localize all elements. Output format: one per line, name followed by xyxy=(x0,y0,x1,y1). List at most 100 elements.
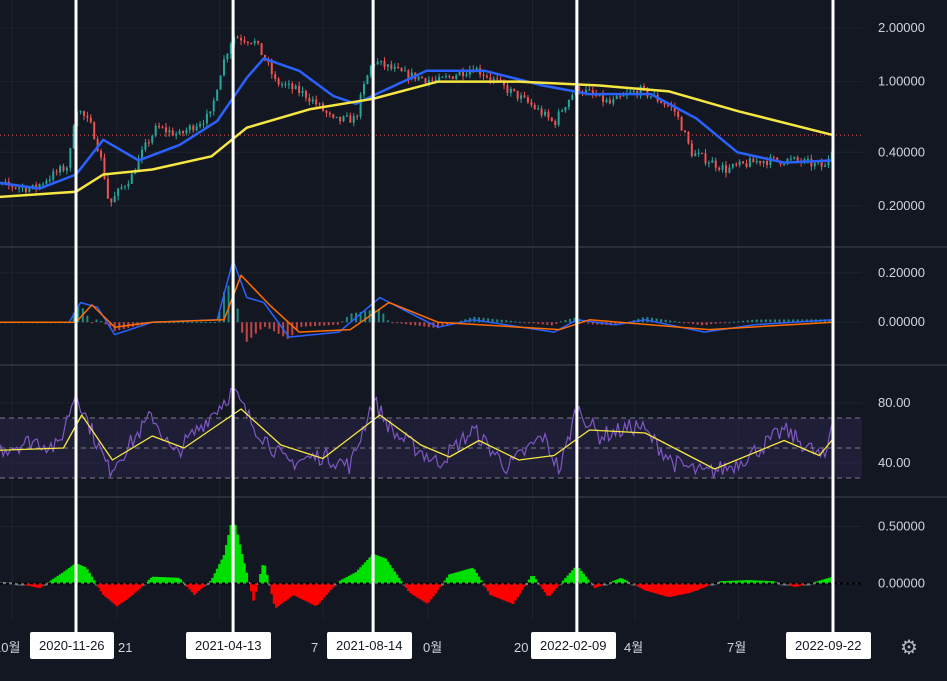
oscillator-bar xyxy=(197,583,201,591)
oscillator-bar xyxy=(331,583,335,588)
oscillator-bar xyxy=(407,583,410,591)
candle-body xyxy=(506,85,509,93)
oscillator-bar xyxy=(807,583,811,586)
candle-body xyxy=(216,89,219,101)
candle-body xyxy=(86,115,89,118)
candle-body xyxy=(192,125,195,131)
oscillator-bar xyxy=(523,583,526,587)
oscillator-bar xyxy=(72,564,76,584)
candle-body xyxy=(117,188,120,196)
candle-body xyxy=(663,103,666,105)
oscillator-bar xyxy=(357,569,360,584)
candle-body xyxy=(820,161,823,167)
candle-body xyxy=(540,108,543,116)
oscillator-bar xyxy=(552,583,556,591)
candle-body xyxy=(755,160,758,163)
y-tick-label: 1.00000 xyxy=(878,74,925,89)
candle-body xyxy=(188,125,191,131)
candle-body xyxy=(89,117,92,123)
candle-body xyxy=(567,99,570,108)
candle-body xyxy=(24,186,27,192)
candle-body xyxy=(154,125,157,136)
macd-histogram-bar xyxy=(669,320,672,323)
gear-icon[interactable]: ⚙ xyxy=(900,637,918,659)
candle-body xyxy=(222,59,225,76)
oscillator-bar xyxy=(655,583,658,594)
oscillator-bar xyxy=(79,565,82,584)
oscillator-bar xyxy=(753,580,756,584)
candle-body xyxy=(185,130,188,134)
oscillator-bar xyxy=(67,567,71,584)
oscillator-bar xyxy=(302,583,305,601)
oscillator-bar xyxy=(83,567,87,584)
macd-histogram-bar xyxy=(168,322,171,324)
oscillator-bar xyxy=(826,578,829,584)
macd-histogram-bar xyxy=(436,322,439,329)
candle-body xyxy=(69,148,72,168)
candle-body xyxy=(175,133,178,136)
rsi-pane[interactable] xyxy=(0,387,862,479)
candle-body xyxy=(410,72,413,80)
oscillator-bar xyxy=(484,583,488,588)
oscillator-bar xyxy=(45,583,48,586)
macd-histogram-bar xyxy=(732,321,735,323)
oscillator-bar xyxy=(637,583,640,587)
macd-histogram-bar xyxy=(109,322,112,328)
oscillator-bar xyxy=(539,583,542,586)
macd-histogram-bar xyxy=(705,322,708,326)
candle-body xyxy=(441,76,444,78)
oscillator-bar xyxy=(152,576,155,584)
macd-pane[interactable] xyxy=(0,259,834,342)
candle-body xyxy=(543,111,546,116)
oscillator-bar xyxy=(286,583,290,600)
oscillator-bar xyxy=(108,583,112,601)
candle-body xyxy=(158,125,161,128)
candle-body xyxy=(485,75,488,78)
macd-histogram-bar xyxy=(332,322,335,325)
macd-histogram-bar xyxy=(409,322,412,325)
candle-body xyxy=(438,76,441,81)
x-axis-labels: 10월 21 7 0월 20 4월 7월 xyxy=(0,640,746,655)
oscillator-bar xyxy=(38,583,41,589)
candle-body xyxy=(161,127,164,129)
oscillator-bar xyxy=(684,583,688,594)
price-pane[interactable] xyxy=(0,34,862,207)
oscillator-bar xyxy=(823,579,827,584)
oscillator-bar xyxy=(700,583,704,589)
candle-body xyxy=(93,122,96,140)
oscillator-bar xyxy=(486,583,490,592)
macd-histogram-bar xyxy=(191,322,194,324)
oscillator-bar xyxy=(693,583,697,591)
candle-body xyxy=(284,84,287,86)
oscillator-bar xyxy=(712,583,715,586)
oscillator-bar xyxy=(514,583,517,601)
oscillator-bar xyxy=(156,576,160,584)
macd-histogram-bar xyxy=(204,322,207,324)
oscillator-bar xyxy=(252,583,255,601)
candle-body xyxy=(366,75,369,85)
macd-histogram-bar xyxy=(673,321,676,323)
candle-body xyxy=(516,90,519,99)
macd-histogram-bar xyxy=(418,322,421,326)
candle-body xyxy=(718,167,721,170)
oscillator-bar xyxy=(288,583,292,598)
oscillator-bar xyxy=(448,574,451,584)
oscillator-bar xyxy=(22,583,25,586)
candle-body xyxy=(561,110,564,112)
oscillator-bar xyxy=(281,583,285,603)
oscillator-bar xyxy=(206,583,210,586)
oscillator-bar xyxy=(161,577,164,584)
y-tick-label: 0.20000 xyxy=(878,265,925,280)
oscillator-bar xyxy=(4,582,7,585)
macd-histogram-bar xyxy=(254,322,257,334)
oscillator-bar xyxy=(705,583,708,587)
macd-histogram-bar xyxy=(550,322,553,326)
candle-body xyxy=(632,91,635,93)
oscillator-bar xyxy=(316,583,319,606)
macd-histogram-bar xyxy=(651,317,654,323)
candle-body xyxy=(240,38,243,41)
oscillator-bar xyxy=(728,580,731,584)
oscillator-bar xyxy=(341,579,344,584)
macd-histogram-bar xyxy=(482,317,485,323)
